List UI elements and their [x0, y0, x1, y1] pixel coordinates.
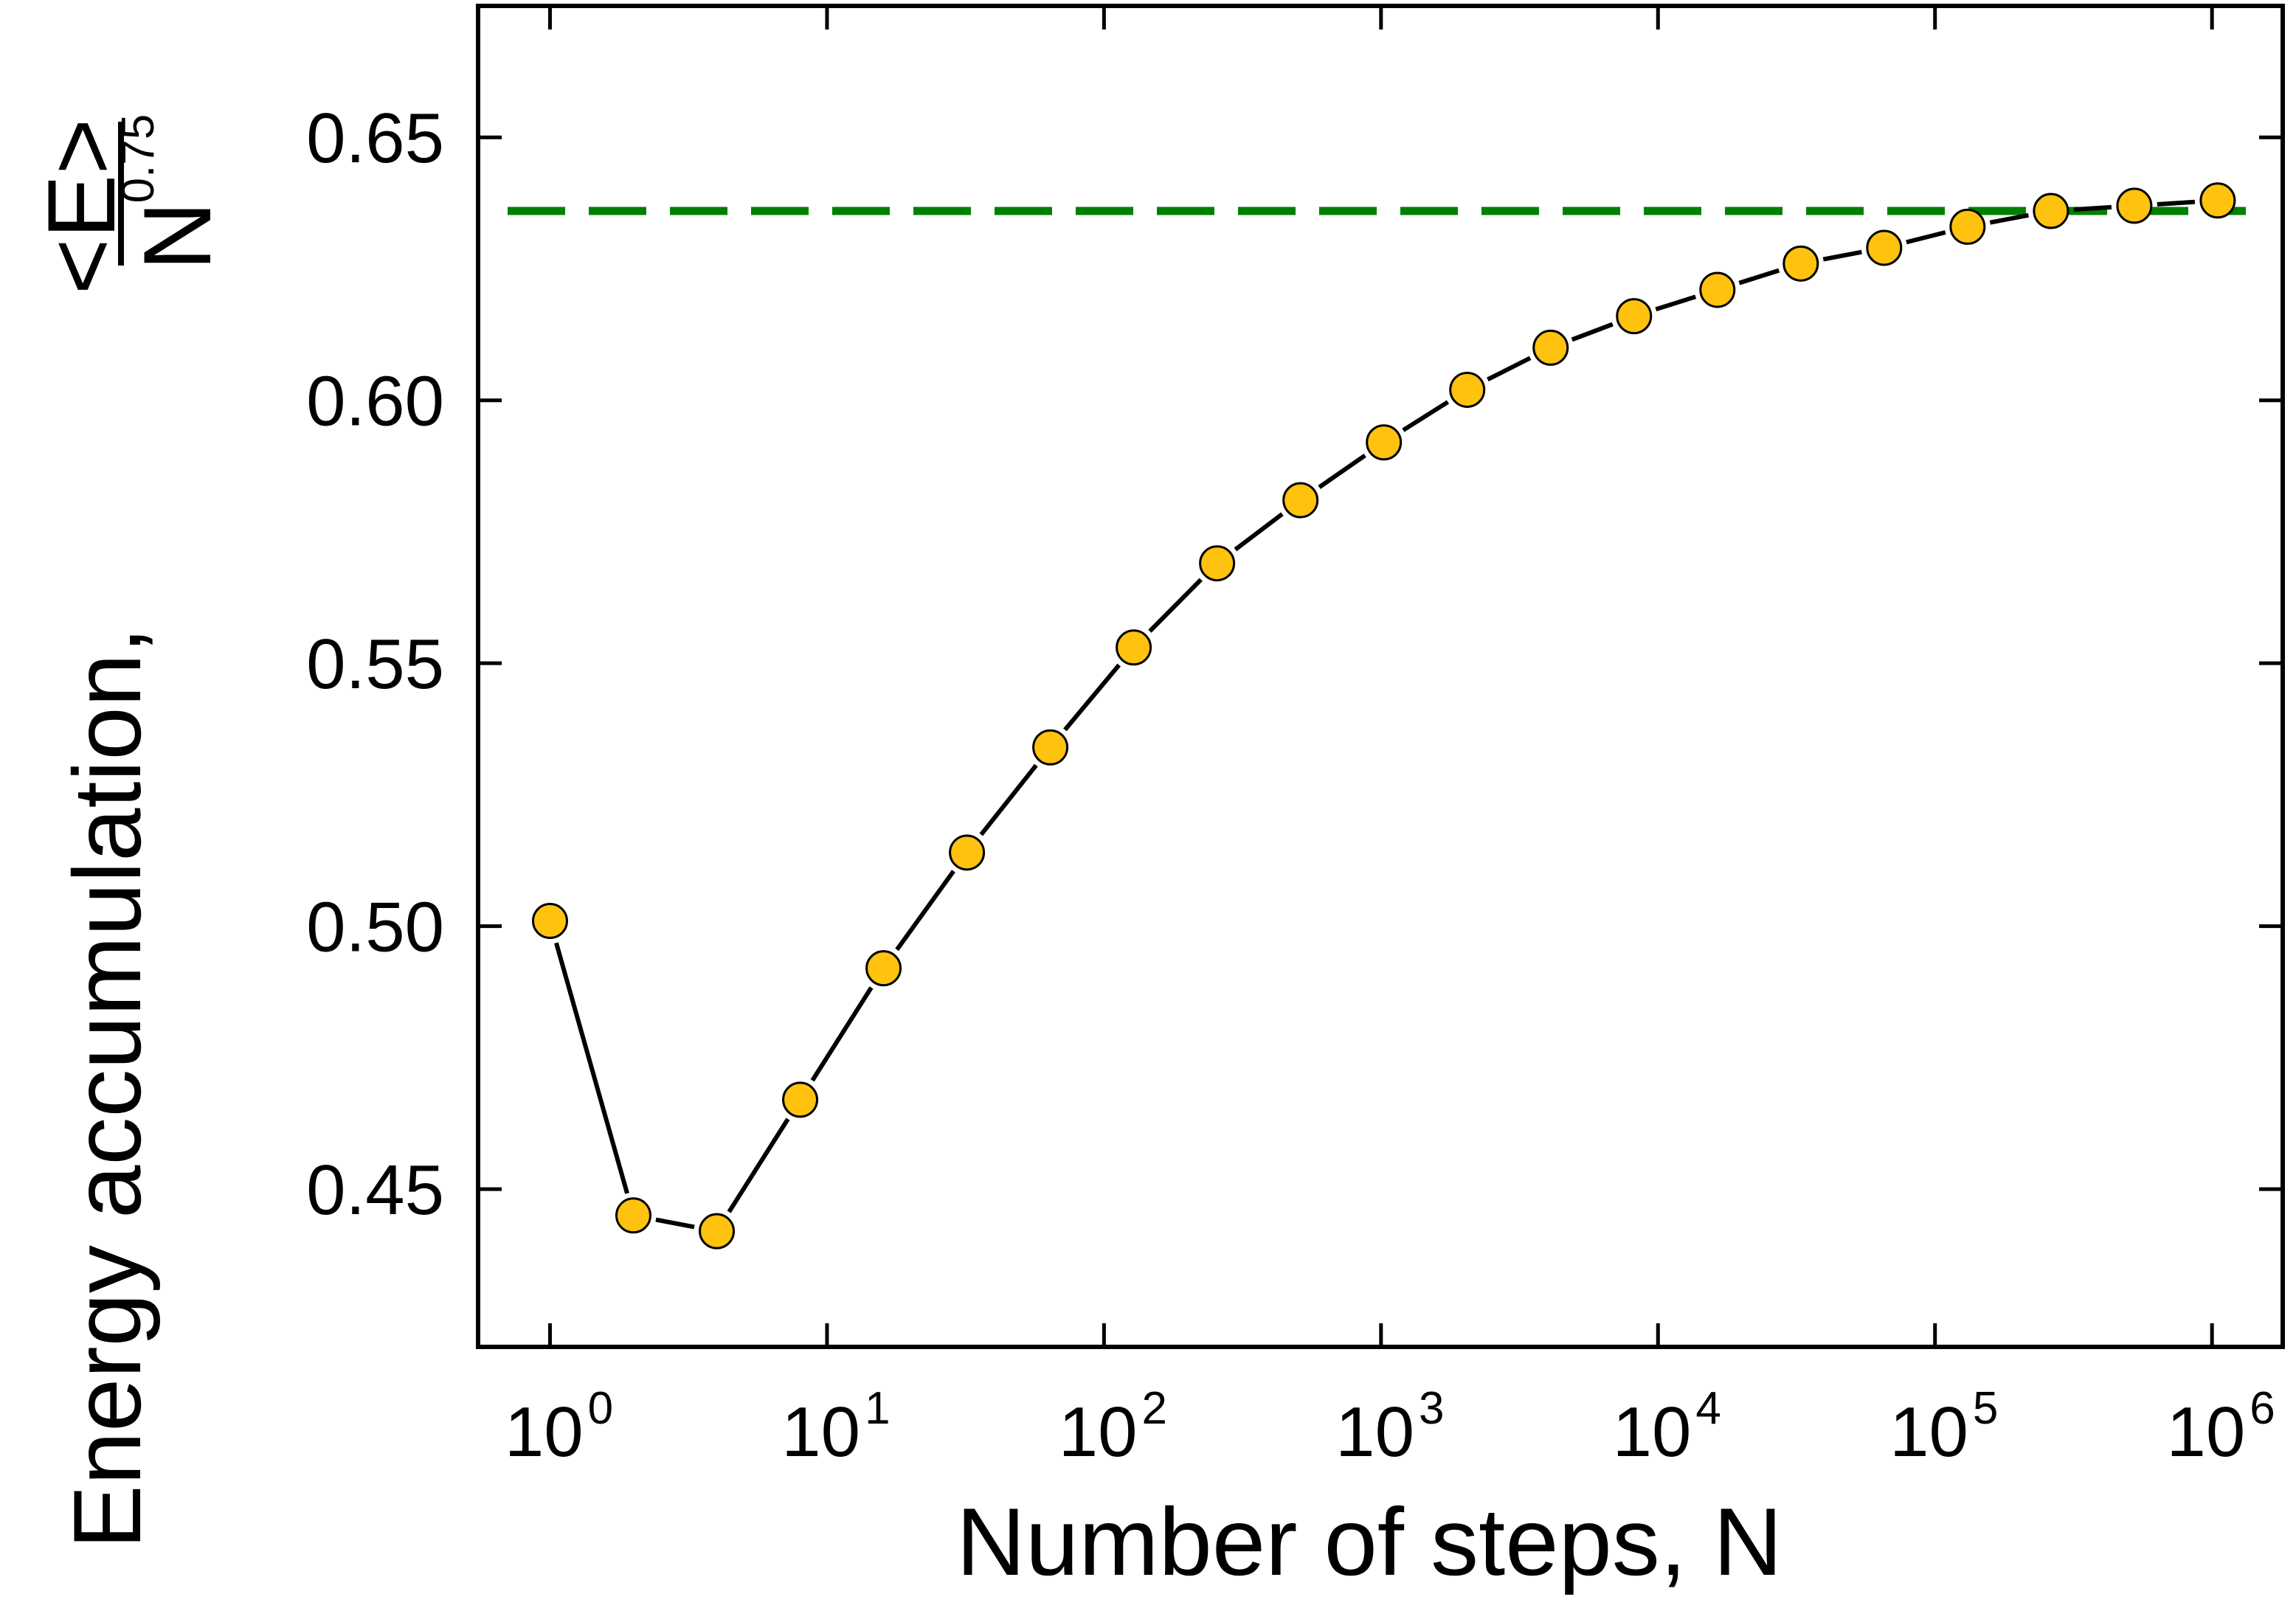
y-axis-title-exponent: 0.75 [113, 114, 164, 204]
x-tick-label: 106 [2167, 1383, 2275, 1472]
x-tick-label: 103 [1335, 1383, 1444, 1472]
data-point [1116, 629, 1152, 666]
data-point [1199, 545, 1236, 582]
x-tick-label: 101 [781, 1383, 890, 1472]
y-tick-label: 0.60 [306, 362, 444, 441]
data-point [699, 1213, 736, 1250]
y-tick-label: 0.65 [306, 99, 444, 178]
data-point [1699, 271, 1736, 308]
y-axis-title-denominator: N [123, 201, 231, 271]
y-tick-label: 0.55 [306, 625, 444, 704]
data-point [865, 950, 902, 987]
x-tick-label: 104 [1613, 1383, 1721, 1472]
data-point [1532, 329, 1569, 366]
y-axis-title: Energy accumulation, <E> N 0.75 [27, 114, 231, 1549]
x-tick-label: 105 [1889, 1383, 1998, 1472]
data-point [2033, 193, 2069, 229]
series-line-segment [1318, 453, 1366, 489]
data-point [1616, 298, 1653, 335]
series-line-segment [2073, 204, 2112, 212]
series-line-segment [554, 942, 629, 1194]
y-axis-title-main: Energy accumulation, [53, 627, 161, 1549]
data-point [1449, 371, 1486, 408]
series-line-segment [810, 986, 874, 1082]
series-line-segment [1571, 322, 1614, 342]
data-point [1949, 208, 1986, 245]
series-line-segment [979, 763, 1038, 836]
x-tick-label: 100 [505, 1383, 613, 1472]
y-axis-title-fraction: <E> N 0.75 [27, 114, 231, 295]
data-point [949, 834, 986, 871]
data-point [1866, 229, 1903, 266]
data-point [615, 1197, 652, 1234]
series-line-segment [1402, 400, 1450, 432]
data-point [531, 903, 568, 940]
data-point [1282, 482, 1319, 519]
x-tick-label: 102 [1059, 1383, 1167, 1472]
series-line-segment [1655, 294, 1697, 312]
data-points-layer [531, 182, 2236, 1250]
series-line-segment [1738, 268, 1780, 285]
y-axis-title-numerator: <E> [27, 119, 135, 295]
y-tick-label: 0.50 [306, 888, 444, 967]
data-point [1782, 245, 1819, 282]
series-line-segment [1822, 249, 1862, 262]
data-point [2116, 187, 2153, 224]
series-line-segment [1989, 212, 2029, 225]
series-line-segment [1148, 578, 1203, 633]
x-axis-title: Number of steps, N [956, 1488, 1782, 1595]
series-line-segment [655, 1217, 695, 1230]
data-point [1366, 424, 1403, 461]
series-line-segment [1234, 512, 1284, 552]
series-line-segment [2157, 199, 2196, 207]
data-line-layer [554, 199, 2196, 1230]
series-line-segment [1063, 663, 1121, 732]
data-point [1032, 729, 1069, 766]
series-line-segment [727, 1117, 790, 1213]
data-point [2199, 182, 2236, 219]
y-tick-label: 0.45 [306, 1151, 444, 1230]
tick-layer: 0.45 0.50 0.55 0.60 0.65 100 101 102 103 104 105 10… [306, 6, 2283, 1472]
series-line-segment [1906, 230, 1946, 245]
series-line-segment [895, 870, 955, 952]
data-point [782, 1081, 819, 1118]
series-line-segment [1487, 356, 1532, 382]
